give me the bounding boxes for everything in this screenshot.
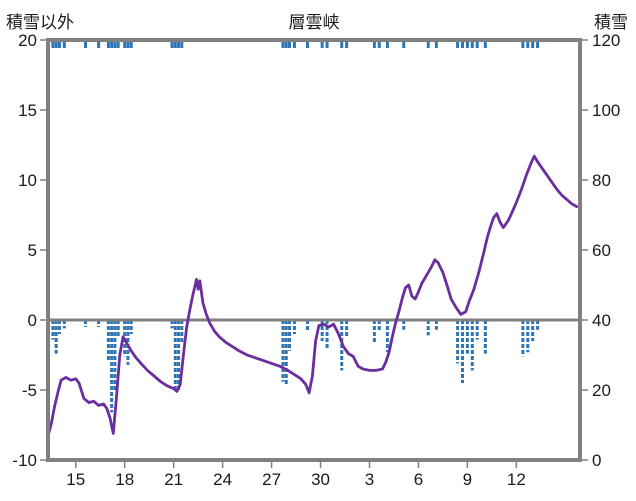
right-tick-label: 20 [592, 381, 611, 400]
x-tick-label: 21 [164, 470, 183, 489]
right-tick-label: 60 [592, 241, 611, 260]
x-tick-label: 3 [365, 470, 374, 489]
left-tick-label: 10 [18, 171, 37, 190]
x-tick-label: 18 [115, 470, 134, 489]
x-tick-label: 30 [311, 470, 330, 489]
right-tick-label: 120 [592, 31, 620, 50]
chart-title: 層雲峡 [288, 13, 340, 32]
x-tick-label: 15 [66, 470, 85, 489]
left-tick-label: 15 [18, 101, 37, 120]
left-tick-label: -10 [12, 451, 37, 470]
right-tick-label: 100 [592, 101, 620, 120]
snow-depth-line [46, 154, 579, 438]
x-tick-label: 24 [213, 470, 232, 489]
left-axis-title: 積雪以外 [6, 13, 74, 32]
left-tick-label: -5 [22, 381, 37, 400]
right-tick-label: 40 [592, 311, 611, 330]
plot-frame [46, 38, 582, 462]
left-tick-label: 20 [18, 31, 37, 50]
left-tick-label: 0 [28, 311, 37, 330]
x-tick-label: 6 [414, 470, 423, 489]
x-tick-label: 9 [463, 470, 472, 489]
right-tick-label: 80 [592, 171, 611, 190]
x-tick-label: 12 [507, 470, 526, 489]
x-tick-label: 27 [262, 470, 281, 489]
right-axis-title: 積雪 [594, 13, 628, 32]
right-tick-label: 0 [592, 451, 601, 470]
left-tick-label: 5 [28, 241, 37, 260]
